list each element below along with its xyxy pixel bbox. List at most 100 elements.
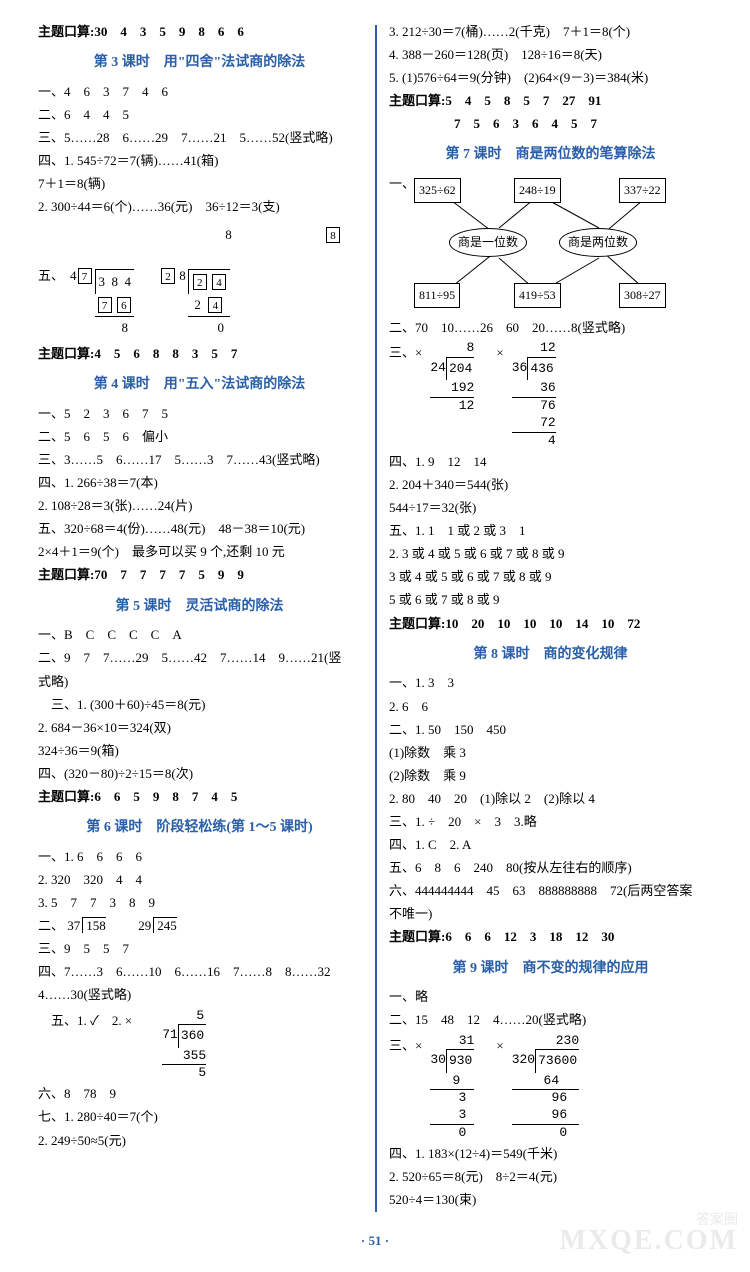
diagram-box: 248÷19	[514, 178, 561, 202]
diagram-box: 419÷53	[514, 283, 561, 307]
text: 544÷17＝32(张)	[389, 497, 712, 519]
dn: 436	[527, 357, 555, 380]
text: 2. 684－36×10＝324(双)	[38, 717, 361, 739]
text: 2. 320 320 4 4	[38, 869, 361, 891]
left-column: 主题口算:30 4 3 5 9 8 6 6 第 3 课时 用"四舍"法试商的除法…	[30, 20, 375, 1212]
text: 二、9 7 7……29 5……42 7……14 9……21(竖	[38, 647, 361, 669]
s: 192	[430, 380, 474, 398]
text: 二、15 48 12 4……20(竖式略)	[389, 1009, 712, 1031]
long-division-calc: 5 71 360 355 5	[162, 1008, 206, 1083]
s: 96	[512, 1107, 579, 1125]
text: 二、6 4 4 5	[38, 104, 361, 126]
problem-five-wrap: 8 8 五、 47 3 8 4	[38, 224, 361, 338]
text: 2. 520÷65＝8(元) 8÷2＝4(元)	[389, 1166, 712, 1188]
text: 2. 108÷28＝3(张)……24(片)	[38, 495, 361, 517]
answer-box: 8	[326, 227, 340, 243]
dv: 30	[430, 1049, 446, 1072]
text: 主题口算:5 4 5 8 5 7 27 91	[389, 90, 712, 112]
box: 7	[98, 297, 112, 313]
lesson-8-title: 第 8 课时 商的变化规律	[389, 643, 712, 667]
text: 2. 300÷44＝6(个)……36(元) 36÷12＝3(支)	[38, 196, 361, 218]
divisor: 37	[67, 915, 82, 937]
text: 式略)	[38, 671, 361, 693]
text: 四、1. 266÷38＝7(本)	[38, 472, 361, 494]
text: 3. 5 7 7 3 8 9	[38, 892, 361, 914]
right-column: 3. 212÷30＝7(桶)……2(千克) 7＋1＝8(个) 4. 388－26…	[375, 20, 720, 1212]
m: 3	[430, 1090, 474, 1107]
text: 七、1. 280÷40＝7(个)	[38, 1106, 361, 1128]
long-division-calc: 31 30 930 9 3 3 0	[430, 1033, 474, 1143]
calc-row-9: 三、× 31 30 930 9 3 3 0 × 230 320 73600 64	[389, 1033, 712, 1143]
r: 5	[162, 1065, 206, 1082]
lesson-6-title: 第 6 课时 阶段轻松练(第 1～5 课时)	[38, 816, 361, 840]
text: 3 或 4 或 5 或 6 或 7 或 8 或 9	[389, 566, 712, 588]
text: 三、3……5 6……17 5……3 7……43(竖式略)	[38, 449, 361, 471]
m: 96	[512, 1090, 579, 1107]
box: 7	[78, 268, 92, 284]
diagram-oval: 商是一位数	[449, 228, 527, 256]
text: 5 或 6 或 7 或 8 或 9	[389, 589, 712, 611]
dividend: 158	[82, 917, 106, 933]
text: 5. (1)576÷64＝9(分钟) (2)64×(9－3)＝384(米)	[389, 67, 712, 89]
dv: 24	[430, 357, 446, 380]
text: 一、B C C C C A	[38, 624, 361, 646]
text: 2. 204＋340＝544(张)	[389, 474, 712, 496]
text: 8	[225, 227, 232, 242]
m: 76	[512, 398, 556, 415]
diagram-box: 337÷22	[619, 178, 666, 202]
divisor: 29	[138, 915, 153, 937]
diagram-oval: 商是两位数	[559, 228, 637, 256]
diagram-box: 308÷27	[619, 283, 666, 307]
text: 五、1. 1 1 或 2 或 3 1	[389, 520, 712, 542]
label: 三、×	[389, 1033, 422, 1057]
lesson-7-title: 第 7 课时 商是两位数的笔算除法	[389, 143, 712, 167]
text: 不唯一)	[389, 903, 712, 925]
column-divider	[375, 25, 377, 1212]
text: 二、1. 50 150 450	[389, 719, 712, 741]
label: 三、×	[389, 340, 422, 364]
long-division-1: 47 3 8 4 7 6 8	[70, 247, 134, 339]
box: 6	[117, 297, 131, 313]
text: 三、1. ÷ 20 × 3 3.略	[389, 811, 712, 833]
text: 324÷36＝9(箱)	[38, 740, 361, 762]
dv: 71	[162, 1024, 178, 1047]
text: 主题口算:6 6 6 12 3 18 12 30	[389, 926, 712, 948]
diagram-box: 325÷62	[414, 178, 461, 202]
r: 0	[430, 1125, 474, 1142]
r: 0	[188, 316, 230, 339]
long-division: 29 245	[138, 915, 177, 937]
s: 9	[430, 1073, 474, 1091]
text: 六、444444444 45 63 888888888 72(后两空答案	[389, 880, 712, 902]
q: 230	[512, 1033, 579, 1050]
text: 一、1. 6 6 6 6	[38, 846, 361, 868]
d: 8	[179, 268, 186, 283]
box: 4	[212, 274, 226, 290]
r: 8	[95, 316, 135, 339]
s: 72	[512, 415, 556, 433]
text: 三、9 5 5 7	[38, 938, 361, 960]
diagram-box: 811÷95	[414, 283, 460, 307]
long-division-calc: 230 320 73600 64 96 96 0	[512, 1033, 579, 1143]
dv: 320	[512, 1049, 535, 1072]
cross-icon: ×	[488, 340, 511, 364]
d: 2	[194, 297, 201, 312]
d: 8	[112, 274, 119, 289]
watermark-url: MXQE.COM	[559, 1217, 738, 1265]
s: 64	[512, 1073, 579, 1091]
text: 7＋1＝8(辆)	[38, 173, 361, 195]
dn: 360	[178, 1024, 206, 1047]
text: 四、1. 9 12 14	[389, 451, 712, 473]
lesson-5-title: 第 5 课时 灵活试商的除法	[38, 595, 361, 619]
text: 7 5 6 3 6 4 5 7	[389, 113, 712, 135]
text: 2. 249÷50≈5(元)	[38, 1130, 361, 1152]
text: 一、1. 3 3	[389, 672, 712, 694]
q: 12	[512, 340, 556, 357]
page: 主题口算:30 4 3 5 9 8 6 6 第 3 课时 用"四舍"法试商的除法…	[0, 0, 750, 1272]
text: 四、1. 183×(12÷4)＝549(千米)	[389, 1143, 712, 1165]
text: 主题口算:4 5 6 8 8 3 5 7	[38, 343, 361, 365]
calc-row: 五、1. ✓ 2. × 5 71 360 355 5	[38, 1008, 361, 1083]
dn: 204	[446, 357, 474, 380]
q: 31	[430, 1033, 474, 1050]
dn: 73600	[535, 1049, 579, 1072]
long-division: 37 158	[67, 915, 106, 937]
